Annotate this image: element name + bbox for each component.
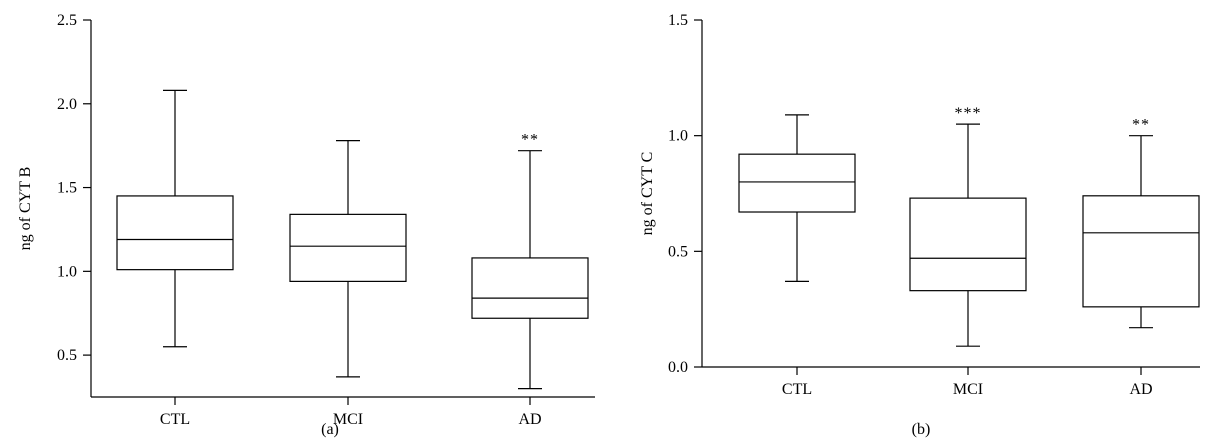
panel-label: (a): [321, 421, 339, 438]
significance-marker: **: [521, 132, 539, 149]
x-category-label: CTL: [782, 381, 812, 398]
panel-b: 0.0 0.5 1.0 1.5 ng of CYT C CTL *** MCI ** AD (b): [639, 12, 1200, 438]
box-ad: [471, 150, 589, 390]
iqr-box: [471, 257, 589, 319]
y-axis-label: ng of CYT B: [17, 167, 34, 251]
iqr-box: [116, 195, 234, 271]
x-category-label: MCI: [333, 411, 363, 428]
y-tick-label: 2.5: [57, 12, 77, 29]
y-tick-label: 1.0: [668, 128, 688, 145]
iqr-box: [289, 213, 407, 282]
panel-label: (b): [912, 421, 931, 438]
y-tick-label: 1.0: [57, 263, 77, 280]
iqr-box: [1082, 195, 1200, 308]
y-tick-label: 2.0: [57, 96, 77, 113]
significance-marker: ***: [955, 105, 982, 122]
box-ad: [1082, 135, 1200, 329]
y-tick-label: 0.0: [668, 359, 688, 376]
x-category-label: AD: [518, 411, 541, 428]
y-tick-label: 1.5: [57, 180, 77, 197]
iqr-box: [909, 197, 1027, 292]
x-category-label: AD: [1129, 381, 1152, 398]
axes: [694, 19, 1200, 375]
significance-marker: **: [1132, 117, 1150, 134]
x-category-label: MCI: [953, 381, 983, 398]
panel-a: 0.5 1.0 1.5 2.0 2.5 ng of CYT B CTL MCI ** AD (a): [17, 12, 595, 438]
y-axis-label: ng of CYT C: [639, 152, 656, 236]
iqr-box: [738, 153, 856, 213]
y-tick-label: 1.5: [668, 12, 688, 29]
axes: [83, 19, 595, 405]
y-tick-label: 0.5: [57, 347, 77, 364]
x-category-label: CTL: [160, 411, 190, 428]
box-mci: [909, 123, 1027, 347]
box-ctl: [738, 114, 856, 283]
box-ctl: [116, 89, 234, 348]
box-mci: [289, 140, 407, 378]
y-tick-label: 0.5: [668, 243, 688, 260]
